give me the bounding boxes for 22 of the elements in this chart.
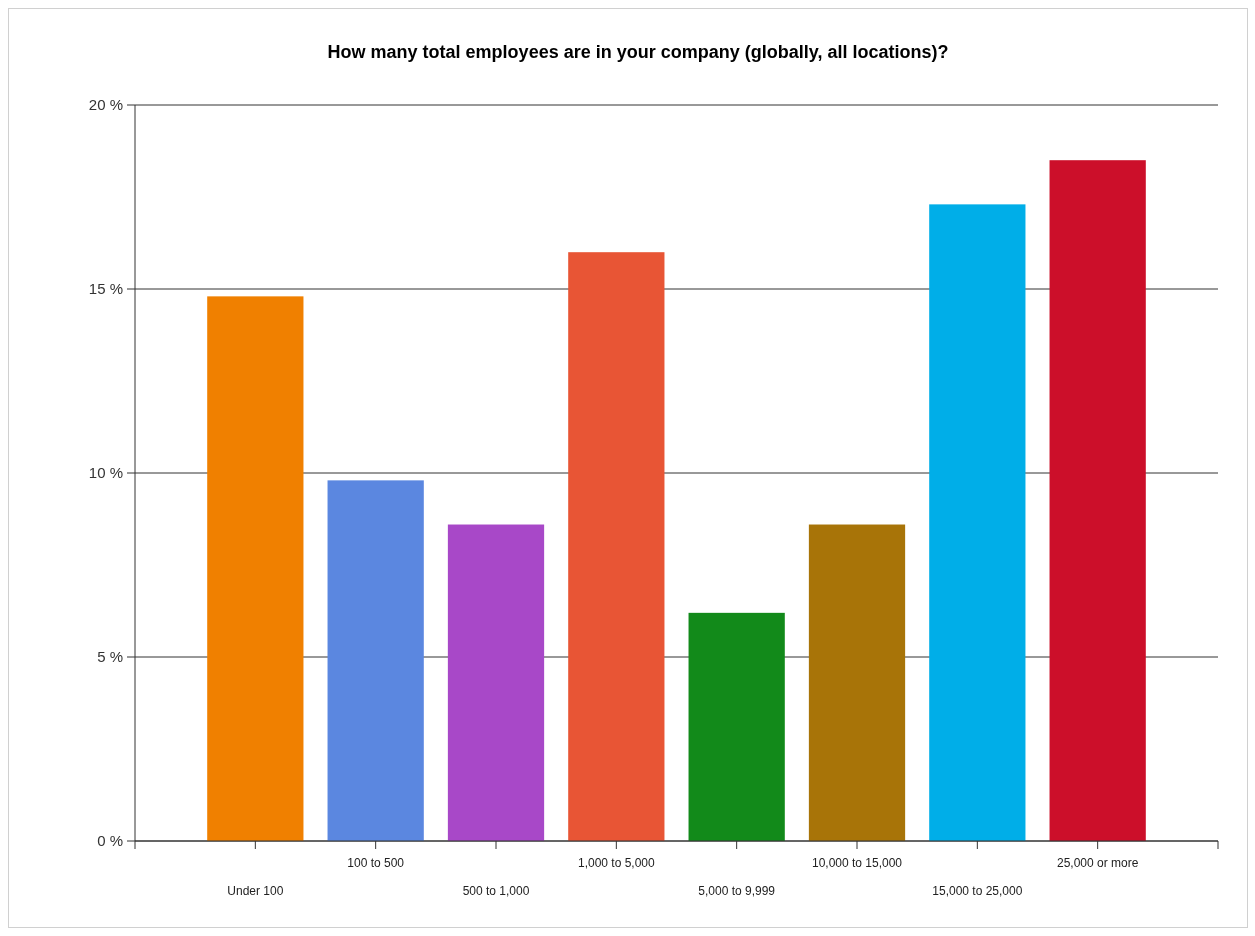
x-tick-label: Under 100 xyxy=(227,884,284,898)
y-tick-label: 0 % xyxy=(97,832,123,850)
bar xyxy=(929,204,1026,841)
bar xyxy=(207,296,304,841)
x-tick-label: 15,000 to 25,000 xyxy=(932,884,1023,898)
bar xyxy=(808,524,906,841)
y-tick-label: 10 % xyxy=(88,464,123,482)
bar xyxy=(327,480,424,841)
x-tick-label: 500 to 1,000 xyxy=(462,884,530,898)
bar xyxy=(688,612,785,841)
y-tick-label: 20 % xyxy=(88,96,123,114)
bar xyxy=(568,252,665,841)
chart-title: How many total employees are in your company (globally, all locations)? xyxy=(327,42,949,62)
x-tick-label: 25,000 or more xyxy=(1056,856,1139,870)
x-tick-label: 5,000 to 9,999 xyxy=(698,884,776,898)
y-tick-label: 5 % xyxy=(97,648,123,666)
x-tick-label: 100 to 500 xyxy=(347,856,405,870)
y-tick-label: 15 % xyxy=(88,280,123,298)
x-tick-label: 10,000 to 15,000 xyxy=(811,856,903,870)
bar xyxy=(1049,160,1146,841)
bar xyxy=(447,524,545,841)
x-tick-label: 1,000 to 5,000 xyxy=(577,856,656,870)
